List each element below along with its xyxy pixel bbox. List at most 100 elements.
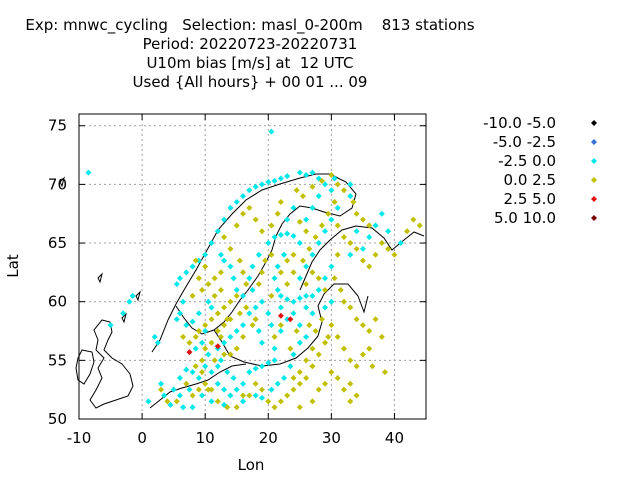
data-point <box>309 204 316 211</box>
x-tick-label: 40 <box>385 429 404 447</box>
data-point <box>217 269 224 276</box>
data-point <box>240 269 247 276</box>
data-point <box>366 345 373 352</box>
data-point <box>277 398 284 405</box>
data-point <box>258 298 265 305</box>
data-point <box>299 257 306 264</box>
data-point <box>284 257 291 264</box>
data-point <box>224 404 231 411</box>
data-point <box>195 374 202 381</box>
data-point <box>214 228 221 235</box>
data-point <box>158 380 165 387</box>
title-line-2: Period: 20220723-20220731 <box>142 35 358 53</box>
data-point <box>353 392 360 399</box>
data-point <box>252 392 259 399</box>
data-point <box>296 275 303 282</box>
data-point <box>277 198 284 205</box>
data-point <box>262 257 269 264</box>
data-point <box>340 345 347 352</box>
data-point <box>246 204 253 211</box>
y-tick-label: 55 <box>48 351 67 369</box>
data-point <box>381 369 388 376</box>
data-point <box>227 392 234 399</box>
data-point <box>221 234 228 241</box>
y-tick-label: 70 <box>48 175 67 193</box>
data-point <box>318 222 325 229</box>
data-point <box>258 339 265 346</box>
data-point <box>287 316 294 323</box>
data-point <box>240 333 247 340</box>
legend-label: 2.5 5.0 <box>504 190 556 208</box>
data-point <box>199 357 206 364</box>
data-point <box>249 322 256 329</box>
data-point <box>243 304 250 311</box>
data-point <box>221 322 228 329</box>
data-point <box>340 234 347 241</box>
data-point <box>378 210 385 217</box>
data-point <box>202 363 209 370</box>
data-point <box>366 328 373 335</box>
data-point <box>385 228 392 235</box>
data-point <box>353 363 360 370</box>
data-point <box>265 240 272 247</box>
data-point <box>284 296 291 303</box>
data-point <box>255 281 262 288</box>
legend-label: -10.0 -5.0 <box>483 114 556 132</box>
data-point <box>192 345 199 352</box>
data-point <box>208 240 215 247</box>
x-axis-label: Lon <box>238 456 265 474</box>
data-point <box>271 234 278 241</box>
data-point <box>322 275 329 282</box>
data-point <box>334 204 341 211</box>
data-point <box>303 292 310 299</box>
data-point <box>296 295 303 302</box>
data-point <box>372 251 379 258</box>
data-point <box>366 222 373 229</box>
data-point <box>240 398 247 405</box>
legend-label: -2.5 0.0 <box>498 152 556 170</box>
data-point <box>397 240 404 247</box>
data-point <box>173 281 180 288</box>
data-point <box>290 251 297 258</box>
data-point <box>195 275 202 282</box>
data-point <box>296 322 303 329</box>
data-point <box>202 345 209 352</box>
data-point <box>309 269 316 276</box>
data-point <box>334 374 341 381</box>
data-point <box>258 394 265 401</box>
chart-title: Exp: mnwc_cycling Selection: masl_0-200m… <box>0 16 500 92</box>
data-point <box>296 240 303 247</box>
data-point <box>325 210 332 217</box>
data-point <box>180 404 187 411</box>
data-point <box>331 198 338 205</box>
data-point <box>334 333 341 340</box>
data-point <box>334 181 341 188</box>
data-point <box>208 386 215 393</box>
data-point <box>227 204 234 211</box>
data-point <box>227 316 234 323</box>
data-point <box>277 269 284 276</box>
data-point <box>252 380 259 387</box>
data-point <box>347 251 354 258</box>
data-point <box>322 181 329 188</box>
data-point <box>340 386 347 393</box>
data-point <box>107 322 114 329</box>
data-point <box>303 228 310 235</box>
data-point <box>189 392 196 399</box>
data-point <box>353 316 360 323</box>
data-point <box>240 210 247 217</box>
data-point <box>334 251 341 258</box>
data-point <box>337 286 344 293</box>
data-point <box>233 404 240 411</box>
data-point <box>277 328 284 335</box>
data-point <box>208 316 215 323</box>
data-point <box>246 392 253 399</box>
data-point <box>214 310 221 317</box>
data-point <box>208 339 215 346</box>
data-point <box>199 286 206 293</box>
data-point <box>189 369 196 376</box>
data-point <box>199 369 206 376</box>
data-point <box>233 328 240 335</box>
data-point <box>258 363 265 370</box>
data-point <box>151 333 158 340</box>
